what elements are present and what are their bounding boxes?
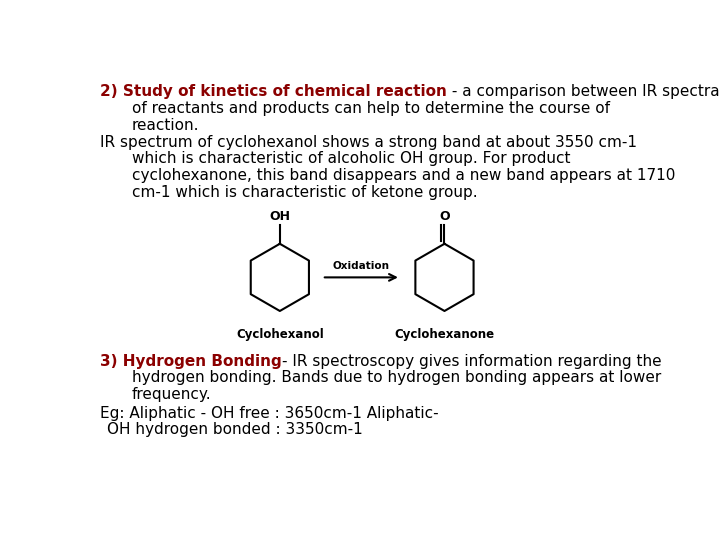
Text: IR spectrum of cyclohexanol shows a strong band at about 3550 cm-1: IR spectrum of cyclohexanol shows a stro… — [100, 134, 637, 150]
Text: hydrogen bonding. Bands due to hydrogen bonding appears at lower: hydrogen bonding. Bands due to hydrogen … — [132, 370, 661, 386]
Text: - IR spectroscopy gives information regarding the: - IR spectroscopy gives information rega… — [282, 354, 662, 369]
Text: O: O — [439, 210, 450, 222]
Text: cm-1 which is characteristic of ketone group.: cm-1 which is characteristic of ketone g… — [132, 185, 477, 200]
Text: which is characteristic of alcoholic OH group. For product: which is characteristic of alcoholic OH … — [132, 151, 570, 166]
Text: - a comparison between IR spectra: - a comparison between IR spectra — [447, 84, 719, 98]
Text: cyclohexanone, this band disappears and a new band appears at 1710: cyclohexanone, this band disappears and … — [132, 168, 675, 183]
Text: OH: OH — [269, 210, 290, 222]
Text: 2) Study of kinetics of chemical reaction: 2) Study of kinetics of chemical reactio… — [100, 84, 447, 98]
Text: Cyclohexanone: Cyclohexanone — [395, 328, 495, 341]
Text: OH hydrogen bonded : 3350cm-1: OH hydrogen bonded : 3350cm-1 — [107, 422, 362, 437]
Text: Oxidation: Oxidation — [333, 261, 390, 271]
Text: 3) Hydrogen Bonding: 3) Hydrogen Bonding — [100, 354, 282, 369]
Text: of reactants and products can help to determine the course of: of reactants and products can help to de… — [132, 102, 610, 117]
Text: reaction.: reaction. — [132, 118, 199, 133]
Text: Eg: Aliphatic - OH free : 3650cm-1 Aliphatic-: Eg: Aliphatic - OH free : 3650cm-1 Aliph… — [100, 406, 438, 421]
Text: frequency.: frequency. — [132, 387, 212, 402]
Text: Cyclohexanol: Cyclohexanol — [236, 328, 324, 341]
